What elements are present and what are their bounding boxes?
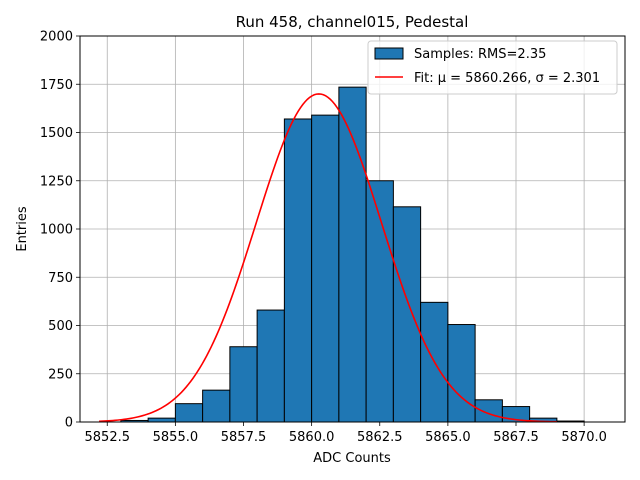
histogram-bar (202, 389, 231, 423)
histogram-bar (283, 118, 313, 423)
x-axis-ticks: 5852.5 5855.0 5857.5 5860.0 5862.5 5865.0 5867… (85, 422, 607, 445)
fit-curve (99, 93, 557, 423)
legend-label-fit: Fit: μ = 5860.266, σ = 2.301 (414, 71, 600, 86)
legend-box (367, 40, 618, 95)
x-tick-label: 5865.0 (425, 430, 471, 445)
histogram-bar (311, 114, 340, 423)
legend: Samples: RMS=2.35 Fit: μ = 5860.266, σ =… (367, 40, 618, 95)
histogram-bars (120, 86, 585, 423)
histogram-bar (256, 309, 285, 423)
x-tick-label: 5857.5 (221, 430, 267, 445)
y-tick-label: 1250 (40, 174, 73, 189)
y-tick-label: 750 (48, 271, 73, 286)
y-tick-label: 1750 (40, 78, 73, 93)
y-axis-ticks: 0 250 500 750 1000 1250 1500 1750 2000 (40, 30, 80, 431)
x-tick-label: 5852.5 (85, 430, 131, 445)
y-tick-label: 250 (48, 367, 73, 382)
histogram-bar (365, 180, 394, 423)
y-tick-label: 0 (65, 416, 73, 431)
legend-swatch-samples (374, 47, 404, 60)
x-tick-label: 5862.5 (357, 430, 403, 445)
x-tick-label: 5855.0 (153, 430, 199, 445)
y-axis-label: Entries (15, 206, 30, 252)
histogram-bar (447, 324, 476, 423)
y-tick-label: 1500 (40, 126, 73, 141)
x-tick-label: 5860.0 (289, 430, 335, 445)
histogram-bar (420, 301, 449, 423)
histogram-bar (474, 399, 503, 423)
legend-label-samples: Samples: RMS=2.35 (414, 47, 546, 62)
x-axis-label: ADC Counts (313, 451, 391, 466)
histogram-bar (392, 206, 422, 423)
x-tick-label: 5867.5 (493, 430, 539, 445)
histogram-bar (174, 403, 204, 423)
y-tick-label: 500 (48, 319, 73, 334)
y-tick-label: 1000 (40, 223, 73, 238)
x-tick-label: 5870.0 (561, 430, 607, 445)
histogram-bar (229, 346, 258, 423)
y-tick-label: 2000 (40, 30, 73, 45)
histogram-bar (147, 417, 176, 423)
chart-title: Run 458, channel015, Pedestal (236, 13, 469, 31)
